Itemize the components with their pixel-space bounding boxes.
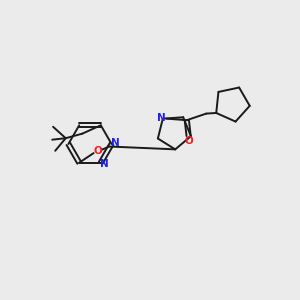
Text: N: N xyxy=(100,159,109,169)
Text: O: O xyxy=(184,136,193,146)
Text: N: N xyxy=(111,138,120,148)
Text: O: O xyxy=(93,146,102,156)
Text: N: N xyxy=(157,113,166,123)
